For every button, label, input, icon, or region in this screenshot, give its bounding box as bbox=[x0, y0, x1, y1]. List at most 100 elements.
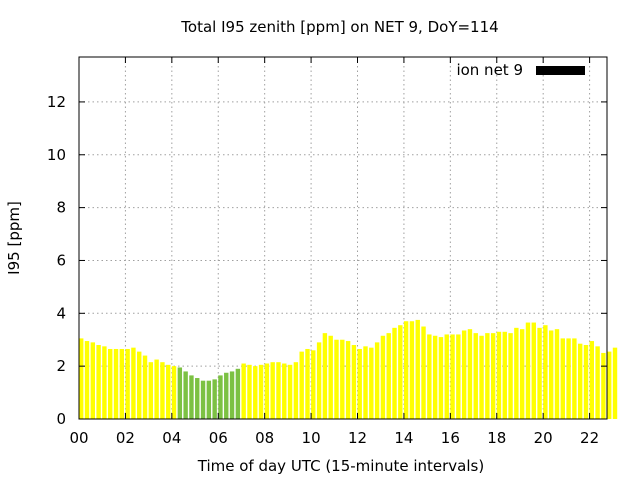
bar bbox=[525, 322, 531, 419]
bar bbox=[519, 329, 525, 419]
bar bbox=[548, 330, 554, 419]
bar bbox=[415, 319, 420, 419]
bar bbox=[438, 337, 444, 419]
bar bbox=[398, 325, 403, 419]
y-axis-label: I95 [ppm] bbox=[5, 201, 23, 275]
bar bbox=[293, 362, 299, 419]
bar bbox=[195, 378, 200, 419]
bar bbox=[508, 333, 513, 419]
bar bbox=[369, 347, 374, 419]
bar bbox=[583, 345, 589, 419]
bar bbox=[108, 348, 113, 419]
bar bbox=[131, 347, 136, 419]
x-tick-label: 08 bbox=[255, 429, 274, 447]
bar bbox=[386, 333, 391, 419]
bar bbox=[137, 351, 142, 419]
ticks bbox=[78, 57, 607, 420]
bar bbox=[316, 342, 322, 419]
x-tick-label: 12 bbox=[348, 429, 367, 447]
bar bbox=[490, 333, 496, 419]
y-tick-label: 6 bbox=[56, 251, 66, 269]
bar bbox=[392, 327, 397, 419]
bar bbox=[102, 346, 107, 419]
bar bbox=[90, 342, 96, 419]
bar bbox=[270, 362, 275, 419]
chart-title: Total I95 zenith [ppm] on NET 9, DoY=114 bbox=[180, 18, 498, 36]
x-tick-label: 00 bbox=[69, 429, 88, 447]
bar bbox=[183, 371, 188, 419]
bar bbox=[125, 348, 130, 419]
bar bbox=[160, 362, 165, 419]
bar bbox=[467, 329, 473, 419]
y-tick-label: 10 bbox=[47, 146, 66, 164]
bar bbox=[554, 329, 560, 419]
bar bbox=[345, 341, 351, 419]
bar bbox=[334, 339, 339, 419]
y-tick-label: 4 bbox=[56, 304, 66, 322]
bar bbox=[496, 331, 502, 419]
bar bbox=[450, 334, 455, 419]
bar bbox=[514, 327, 519, 419]
bar bbox=[166, 364, 171, 419]
bar bbox=[148, 362, 154, 419]
bar bbox=[479, 335, 484, 419]
y-tick-label: 8 bbox=[56, 199, 66, 217]
x-tick-label: 06 bbox=[209, 429, 228, 447]
bar bbox=[287, 364, 293, 419]
bar bbox=[79, 338, 84, 419]
x-tick-label: 20 bbox=[534, 429, 553, 447]
bar bbox=[84, 341, 90, 419]
x-tick-label: 02 bbox=[116, 429, 135, 447]
bar bbox=[409, 321, 415, 419]
legend-label: ion net 9 bbox=[456, 61, 523, 79]
bar bbox=[351, 345, 357, 419]
bar bbox=[374, 342, 380, 419]
bar bbox=[282, 363, 287, 419]
bar bbox=[119, 348, 125, 419]
x-axis-label: Time of day UTC (15-minute intervals) bbox=[197, 457, 484, 475]
x-tick-label: 18 bbox=[487, 429, 506, 447]
bar bbox=[311, 350, 316, 419]
bar bbox=[322, 333, 328, 419]
bar bbox=[177, 367, 183, 419]
bar bbox=[235, 368, 241, 419]
bar bbox=[444, 334, 449, 419]
bar bbox=[543, 325, 548, 419]
bar bbox=[142, 355, 148, 419]
bar bbox=[577, 343, 583, 419]
bar bbox=[206, 380, 212, 419]
bar bbox=[154, 359, 159, 419]
bar bbox=[560, 338, 565, 419]
bar bbox=[171, 366, 177, 419]
bar bbox=[258, 364, 264, 419]
bar bbox=[607, 351, 612, 419]
bar bbox=[537, 327, 542, 419]
plot-frame bbox=[78, 56, 608, 420]
bar bbox=[264, 363, 270, 419]
bar bbox=[200, 380, 206, 419]
bar bbox=[299, 351, 304, 419]
y-tick-label: 2 bbox=[56, 357, 66, 375]
bar bbox=[403, 321, 409, 419]
x-tick-label: 10 bbox=[302, 429, 321, 447]
bar bbox=[229, 371, 235, 419]
bar bbox=[612, 347, 618, 419]
bar bbox=[305, 348, 310, 419]
x-tick-label: 16 bbox=[441, 429, 460, 447]
bars bbox=[79, 319, 618, 419]
bar bbox=[380, 335, 386, 419]
bar bbox=[502, 331, 507, 419]
bar bbox=[218, 375, 223, 419]
bar bbox=[572, 338, 577, 419]
x-tick-label: 22 bbox=[580, 429, 599, 447]
y-tick-label: 0 bbox=[56, 410, 66, 428]
y-tick-label: 12 bbox=[47, 93, 66, 111]
bar bbox=[276, 362, 281, 419]
bar bbox=[595, 346, 600, 419]
bar bbox=[189, 375, 194, 419]
legend-swatch bbox=[536, 66, 585, 75]
bar bbox=[96, 345, 101, 419]
bar bbox=[340, 339, 345, 419]
bar bbox=[461, 330, 467, 419]
